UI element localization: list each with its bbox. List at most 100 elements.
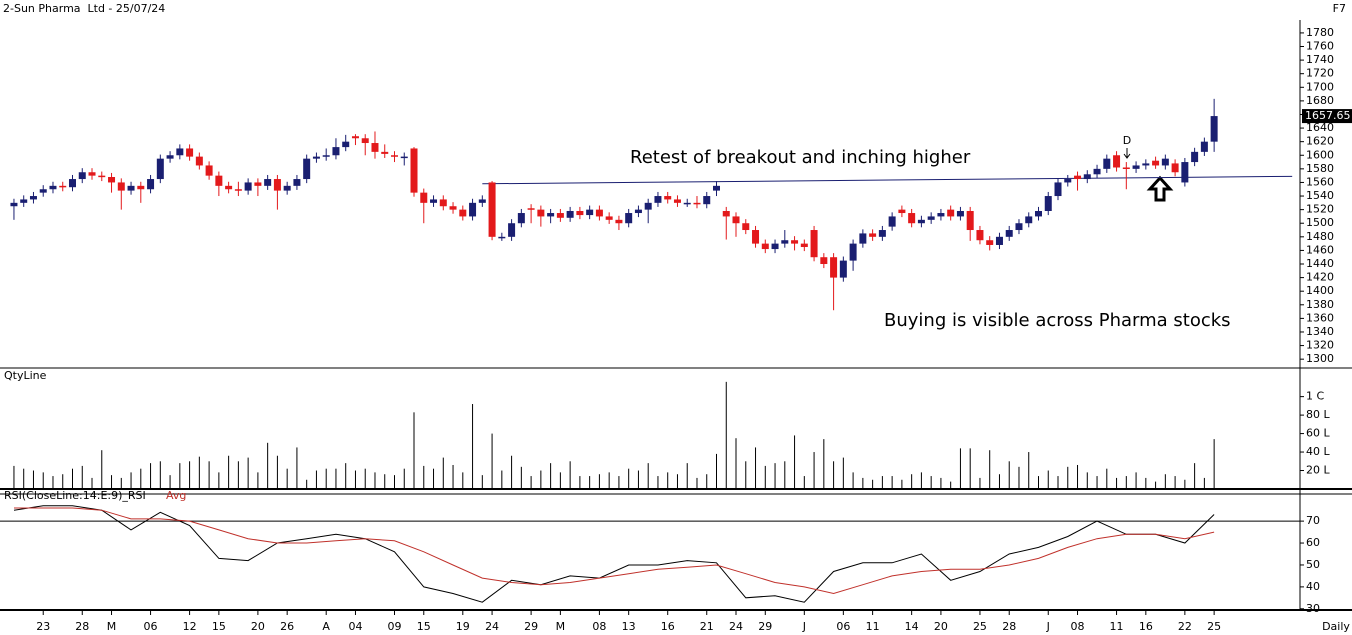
y-tick-label: 1340: [1306, 325, 1334, 338]
x-tick-label: 22: [1178, 620, 1192, 633]
candle-body: [322, 155, 330, 157]
candle-body: [800, 243, 808, 248]
candle-body: [1083, 174, 1091, 180]
y-tick-label: 1740: [1306, 53, 1334, 66]
x-tick-label: 13: [622, 620, 636, 633]
x-tick-label: 24: [729, 620, 743, 633]
annotation: Buying is visible across Pharma stocks: [884, 310, 1231, 331]
candle-body: [244, 182, 252, 191]
chart-title: 2-Sun Pharma Ltd - 25/07/24: [3, 2, 165, 15]
candle-body: [332, 147, 340, 156]
y-tick-label: 1620: [1306, 135, 1334, 148]
candle-body: [49, 185, 57, 190]
candle-body: [39, 189, 47, 193]
x-tick-label: A: [322, 620, 330, 633]
x-tick-label: 06: [836, 620, 850, 633]
candle-body: [810, 230, 818, 258]
candle-body: [371, 143, 379, 152]
candle-body: [956, 210, 964, 217]
candle-body: [1034, 210, 1042, 217]
candle-body: [517, 213, 525, 224]
candle-body: [68, 179, 76, 188]
candle-body: [1161, 158, 1169, 166]
candle-body: [849, 243, 857, 261]
x-axis-label: Daily: [1322, 620, 1350, 633]
candle-body: [1015, 223, 1023, 231]
candle-body: [303, 158, 311, 180]
legend-entry: RSI(CloseLine:14:E:9)_RSI: [4, 489, 146, 502]
candle-body: [673, 199, 681, 203]
candle-body: [1044, 196, 1052, 211]
y-tick-label: 1360: [1306, 311, 1334, 324]
y-tick-label: 1640: [1306, 121, 1334, 134]
y-tick-label: 1540: [1306, 189, 1334, 202]
y-tick-label: 1700: [1306, 80, 1334, 93]
y-tick-label: 1560: [1306, 175, 1334, 188]
y-tick-label: 1320: [1306, 339, 1334, 352]
trend-line: [482, 175, 1293, 185]
x-tick-label: 20: [251, 620, 265, 633]
candle-body: [703, 196, 711, 205]
candle-body: [78, 172, 86, 180]
candle-body: [595, 209, 603, 217]
candle-body: [29, 196, 37, 200]
candle-body: [498, 236, 506, 239]
x-tick-label: 11: [1110, 620, 1124, 633]
rsi-line: [14, 507, 1215, 595]
candle-body: [644, 202, 652, 210]
candle-body: [878, 230, 886, 237]
y-tick-label: 60: [1306, 536, 1320, 549]
panel-title: QtyLine: [4, 369, 47, 382]
candle-body: [859, 233, 867, 244]
y-tick-label: 40: [1306, 580, 1320, 593]
candle-body: [1191, 151, 1199, 163]
candle-body: [781, 240, 789, 244]
candle-body: [147, 179, 155, 190]
y-tick-label: 1500: [1306, 216, 1334, 229]
candle-body: [1025, 216, 1033, 224]
x-tick-label: 26: [280, 620, 294, 633]
candle-body: [508, 223, 516, 237]
candle-body: [264, 179, 272, 186]
candle-body: [283, 185, 291, 191]
annotation: Retest of breakout and inching higher: [630, 147, 971, 168]
y-tick-label: 1460: [1306, 243, 1334, 256]
candle-body: [742, 223, 750, 231]
y-tick-label: 1300: [1306, 352, 1334, 365]
candle-body: [430, 199, 438, 203]
x-tick-label: 29: [524, 620, 538, 633]
candle-body: [605, 216, 613, 220]
candle-body: [1113, 155, 1121, 168]
candle-body: [1152, 160, 1160, 166]
x-tick-label: 25: [973, 620, 987, 633]
x-tick-label: 23: [36, 620, 50, 633]
x-tick-label: 29: [758, 620, 772, 633]
candle-body: [381, 151, 389, 154]
candle-body: [888, 216, 896, 227]
y-tick-label: 1680: [1306, 94, 1334, 107]
candle-body: [1171, 163, 1179, 173]
candle-body: [156, 158, 164, 180]
x-tick-label: 28: [75, 620, 89, 633]
x-tick-label: 14: [905, 620, 919, 633]
candle-body: [576, 210, 584, 216]
candle-body: [586, 209, 594, 216]
candle-body: [312, 156, 320, 159]
candle-body: [820, 257, 828, 265]
y-tick-label: 1 C: [1306, 390, 1324, 403]
candle-body: [830, 257, 838, 278]
candle-body: [771, 243, 779, 250]
y-tick-label: 1780: [1306, 26, 1334, 39]
candle-body: [293, 179, 301, 186]
legend-entry: Avg: [166, 489, 186, 502]
y-tick-label: 70: [1306, 514, 1320, 527]
x-tick-label: 21: [700, 620, 714, 633]
candle-body: [469, 202, 477, 217]
candle-body: [1074, 175, 1082, 180]
x-tick-label: 15: [417, 620, 431, 633]
candle-body: [791, 240, 799, 244]
x-tick-label: 11: [866, 620, 880, 633]
candle-body: [869, 233, 877, 237]
y-tick-label: 1720: [1306, 67, 1334, 80]
candle-body: [88, 172, 96, 176]
